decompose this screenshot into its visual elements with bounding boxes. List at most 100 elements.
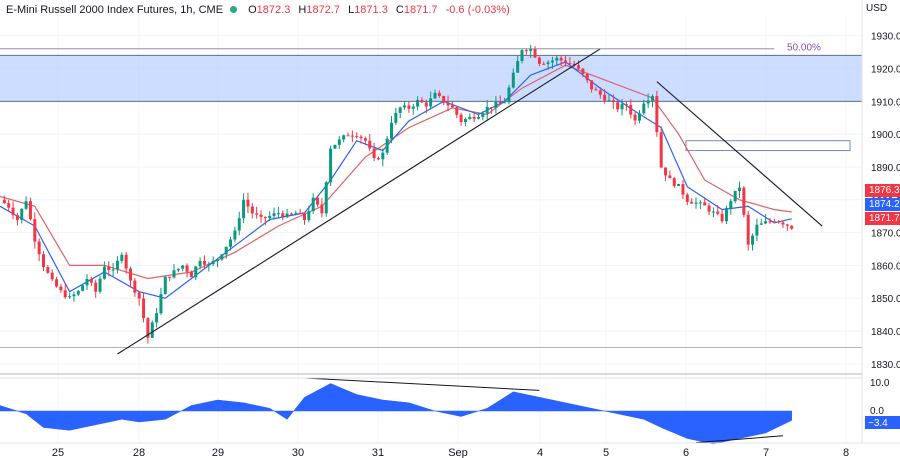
candle-body xyxy=(20,208,24,220)
candle-body xyxy=(342,135,346,140)
candle-body xyxy=(416,100,420,107)
fib-50-label: 50.00% xyxy=(787,42,821,53)
candle-body xyxy=(2,199,6,204)
candle-body xyxy=(529,48,533,52)
candle-body xyxy=(559,57,563,61)
divergence-line xyxy=(304,377,540,391)
candle-body xyxy=(511,72,515,88)
candle-body xyxy=(111,269,115,271)
candle-body xyxy=(189,271,193,278)
candle-body xyxy=(329,148,333,183)
candle-body xyxy=(437,92,441,97)
candle-body xyxy=(624,104,628,106)
candle-body xyxy=(59,286,63,291)
candle-body xyxy=(620,104,624,110)
candle-body xyxy=(642,103,646,114)
candle-body xyxy=(738,187,741,191)
currency-label[interactable]: USD xyxy=(866,3,888,14)
candle-body xyxy=(581,68,585,74)
x-tick-label: 25 xyxy=(52,447,64,458)
candle-body xyxy=(711,211,715,213)
osc-tick-label: 0.0 xyxy=(870,406,884,417)
y-tick-label: 1840.0 xyxy=(871,327,900,338)
candle-body xyxy=(690,201,694,204)
candle-body xyxy=(359,136,363,139)
candle-body xyxy=(677,184,681,186)
x-tick-label: 6 xyxy=(683,447,689,458)
candle-body xyxy=(485,106,489,114)
candle-body xyxy=(163,276,167,295)
candle-body xyxy=(398,107,402,113)
candle-body xyxy=(294,212,298,214)
candle-body xyxy=(477,117,480,119)
candle-body xyxy=(472,116,476,119)
candle-body xyxy=(63,290,67,298)
small-resistance-zone xyxy=(685,140,851,152)
candle-body xyxy=(446,102,450,106)
candle-body xyxy=(598,90,602,95)
candle-body xyxy=(303,213,306,221)
candle-body xyxy=(372,148,376,159)
candle-body xyxy=(533,48,537,58)
candle-body xyxy=(307,211,311,221)
price-tag-fast-ma: 1874.2 xyxy=(865,198,900,211)
candle-body xyxy=(424,102,428,107)
low-label: L xyxy=(348,4,355,16)
candle-body xyxy=(659,132,663,168)
candle-body xyxy=(546,62,550,64)
y-tick-label: 1930.0 xyxy=(871,32,900,43)
candle-body xyxy=(729,201,733,209)
price-tag-last: 1871.7 xyxy=(865,212,900,225)
trendline xyxy=(117,48,601,355)
candle-body xyxy=(503,102,507,104)
candle-body xyxy=(259,214,263,217)
candle-body xyxy=(703,202,707,206)
candle-body xyxy=(394,112,398,123)
candle-body xyxy=(268,215,272,219)
candle-body xyxy=(24,201,28,209)
candle-body xyxy=(681,184,685,195)
candle-body xyxy=(155,313,159,323)
candle-body xyxy=(107,266,111,270)
x-tick-label: Sep xyxy=(448,447,468,458)
candle-body xyxy=(629,105,633,115)
high-value: 1872.7 xyxy=(306,4,340,16)
candle-body xyxy=(324,182,328,214)
candle-body xyxy=(172,270,176,278)
candle-body xyxy=(572,63,576,66)
candle-body xyxy=(81,285,85,291)
candle-body xyxy=(168,276,172,278)
candle-body xyxy=(768,221,772,223)
x-tick-label: 28 xyxy=(133,447,145,458)
candle-body xyxy=(685,194,689,202)
y-tick-label: 1900.0 xyxy=(871,130,900,141)
open-label: O xyxy=(248,4,257,16)
candle-body xyxy=(672,178,676,186)
candle-body xyxy=(450,105,454,108)
candle-body xyxy=(759,223,763,225)
x-tick-label: 8 xyxy=(843,447,849,458)
candle-body xyxy=(146,318,150,338)
candle-body xyxy=(337,139,341,145)
candle-body xyxy=(694,202,698,204)
candle-body xyxy=(590,80,594,90)
market-status-dot xyxy=(230,6,238,13)
candle-body xyxy=(720,213,724,222)
candle-body xyxy=(311,197,315,212)
candle-body xyxy=(585,73,589,81)
candle-body xyxy=(316,197,320,205)
candle-body xyxy=(746,214,750,245)
candle-body xyxy=(181,265,185,269)
candle-body xyxy=(785,224,789,226)
candle-body xyxy=(390,122,393,139)
candle-body xyxy=(89,279,93,283)
candle-body xyxy=(542,63,546,65)
candle-body xyxy=(115,260,119,270)
candle-body xyxy=(463,119,467,123)
candle-body xyxy=(11,207,15,216)
candle-body xyxy=(85,279,89,286)
candle-body xyxy=(133,280,137,293)
candle-body xyxy=(637,113,641,121)
candle-body xyxy=(194,266,198,278)
